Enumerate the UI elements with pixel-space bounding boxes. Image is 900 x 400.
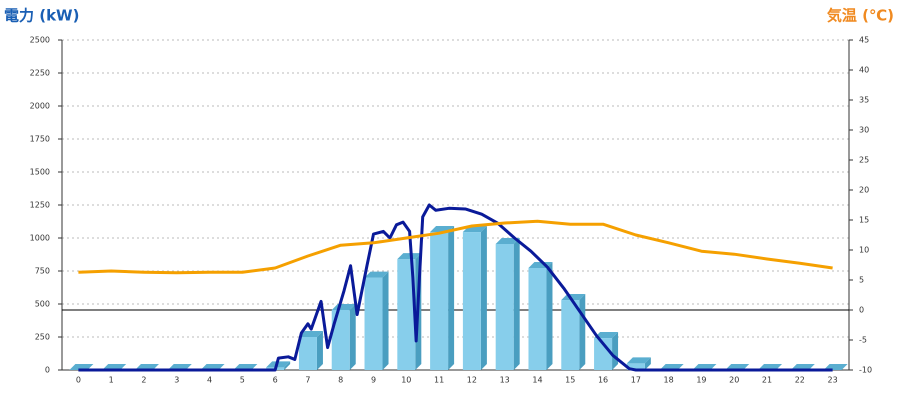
y2-tick-label: 5 (859, 276, 864, 285)
x-tick-label: 11 (434, 376, 444, 385)
x-tick-label: 15 (565, 376, 575, 385)
bar (528, 267, 547, 370)
x-tick-label: 21 (762, 376, 772, 385)
bar-top (397, 253, 422, 260)
bar-side (579, 294, 586, 370)
y2-tick-label: 30 (859, 126, 869, 135)
y2-tick-label: 35 (859, 96, 869, 105)
x-tick-label: 19 (696, 376, 706, 385)
x-tick-label: 13 (500, 376, 510, 385)
x-tick-label: 7 (305, 376, 310, 385)
y-tick-label: 1500 (30, 168, 50, 177)
x-tick-label: 22 (795, 376, 805, 385)
y-tick-label: 1750 (30, 135, 50, 144)
x-tick-label: 8 (338, 376, 343, 385)
x-tick-label: 10 (401, 376, 411, 385)
y-axis-title: 電力 (kW) (4, 7, 79, 25)
x-tick-label: 6 (273, 376, 278, 385)
bar (364, 277, 383, 370)
line (78, 203, 833, 372)
bar (430, 232, 449, 370)
x-tick-label: 20 (729, 376, 739, 385)
x-tick-label: 3 (174, 376, 179, 385)
bar-side (513, 237, 520, 370)
bar (561, 300, 580, 370)
y-tick-label: 2000 (30, 102, 50, 111)
x-tick-label: 16 (598, 376, 608, 385)
x-tick-label: 14 (532, 376, 542, 385)
y2-tick-label: -10 (859, 366, 872, 375)
y2-tick-label: -5 (859, 336, 867, 345)
y2-tick-label: 0 (859, 306, 864, 315)
y2-tick-label: 20 (859, 186, 869, 195)
x-tick-label: 9 (371, 376, 376, 385)
bar-top (626, 357, 651, 364)
bar-side (316, 331, 323, 370)
y-tick-label: 250 (35, 333, 50, 342)
bar-side (546, 261, 553, 370)
y-tick-label: 2250 (30, 69, 50, 78)
bar (462, 232, 481, 370)
y-tick-label: 1250 (30, 201, 50, 210)
bar (594, 338, 613, 370)
bar (331, 309, 350, 370)
y-tick-label: 2500 (30, 36, 50, 45)
bar (298, 337, 317, 370)
bar (397, 259, 416, 370)
x-tick-label: 12 (467, 376, 477, 385)
x-tick-label: 0 (76, 376, 81, 385)
y-tick-label: 500 (35, 300, 50, 309)
y2-axis-title: 気温 (℃) (827, 7, 894, 25)
y2-tick-label: 45 (859, 36, 869, 45)
y2-tick-label: 15 (859, 216, 869, 225)
y2-tick-label: 10 (859, 246, 869, 255)
bar-side (284, 361, 291, 370)
x-tick-label: 18 (664, 376, 674, 385)
y-tick-label: 0 (45, 366, 50, 375)
bar-side (480, 226, 487, 370)
x-tick-label: 1 (109, 376, 114, 385)
bar-side (448, 226, 455, 370)
bar-side (349, 303, 356, 370)
x-tick-label: 5 (240, 376, 245, 385)
x-tick-label: 23 (828, 376, 838, 385)
bar-side (644, 357, 651, 370)
y-tick-label: 1000 (30, 234, 50, 243)
y2-tick-label: 25 (859, 156, 869, 165)
y2-tick-label: 40 (859, 66, 869, 75)
x-tick-label: 2 (141, 376, 146, 385)
bar (495, 243, 514, 370)
bar-side (612, 332, 619, 370)
bar-top (594, 332, 619, 339)
bar (626, 363, 645, 370)
bar-side (382, 271, 389, 370)
bar-top (495, 237, 520, 244)
bar-top (364, 271, 389, 278)
line (78, 219, 833, 275)
x-tick-label: 4 (207, 376, 212, 385)
y-tick-label: 750 (35, 267, 50, 276)
bar-top (298, 331, 323, 337)
x-tick-label: 17 (631, 376, 641, 385)
